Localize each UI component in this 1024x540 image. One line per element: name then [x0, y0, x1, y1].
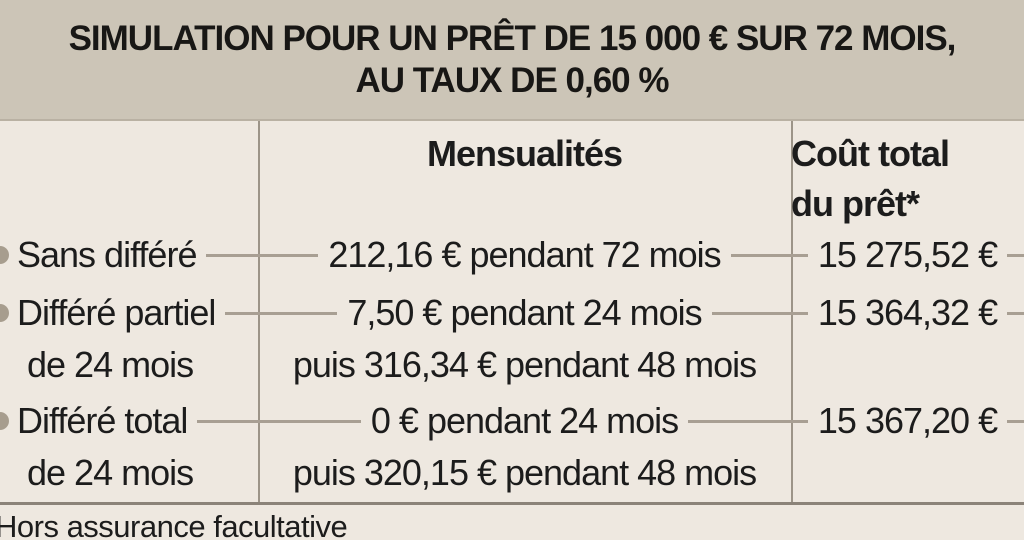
leader-line: [791, 253, 808, 257]
row2-monthly: 7,50 € pendant 24 mois: [347, 292, 702, 333]
row2-total-cell: 15 364,32 €: [791, 287, 1024, 339]
table-row: Différé total 0 € pendant 24 mois 15 367…: [0, 395, 1024, 447]
leader-line: [258, 311, 338, 315]
leader-line: [1007, 419, 1024, 423]
row1-total-cell: 15 275,52 €: [791, 229, 1024, 281]
table-bottom-border: [0, 502, 1024, 505]
leader-line: [1007, 253, 1024, 257]
row3-label-line2: de 24 mois: [27, 452, 194, 493]
leader-line: [711, 311, 791, 315]
row2-total: 15 364,32 €: [817, 292, 998, 333]
footnote: Hors assurance facultative: [0, 509, 348, 540]
row1-monthly: 212,16 € pendant 72 mois: [328, 234, 721, 275]
row3-total: 15 367,20 €: [817, 400, 998, 441]
row3-label-cell: Différé total: [0, 395, 258, 447]
header-empty-cell: [0, 121, 258, 231]
row1-monthly-cell: 212,16 € pendant 72 mois: [258, 229, 792, 281]
leader-line: [730, 253, 792, 257]
leader-line: [791, 311, 808, 315]
row3-monthly-cell: 0 € pendant 24 mois: [258, 395, 792, 447]
leader-line: [206, 253, 258, 257]
row3-monthly: 0 € pendant 24 mois: [370, 400, 679, 441]
row2-label-line2: de 24 mois: [27, 344, 194, 385]
leader-line: [688, 419, 792, 423]
row1-label-cell: Sans différé: [0, 229, 258, 281]
row2-label-cell: Différé partiel: [0, 287, 258, 339]
row-bullet-icon: [0, 304, 9, 322]
leader-line: [1007, 311, 1024, 315]
header-total-label-line1: Coût total: [791, 133, 950, 174]
row2-label2-cell: de 24 mois: [0, 339, 258, 391]
row2-monthly-cell: 7,50 € pendant 24 mois: [258, 287, 791, 339]
table-row: Différé partiel 7,50 € pendant 24 mois 1…: [0, 287, 1024, 339]
table-row-continuation: de 24 mois puis 320,15 € pendant 48 mois: [0, 447, 1024, 499]
row3-label: Différé total: [17, 400, 188, 441]
row3-label2-cell: de 24 mois: [0, 447, 258, 499]
header-total-cell: Coût total du prêt*: [791, 121, 1024, 231]
header-total-label-line2: du prêt*: [791, 182, 920, 224]
row3-monthly2-cell: puis 320,15 € pendant 48 mois: [258, 447, 791, 499]
header-monthly-cell: Mensualités: [258, 121, 791, 231]
row3-total-cell: 15 367,20 €: [791, 395, 1024, 447]
leader-line: [791, 419, 808, 423]
row-bullet-icon: [0, 412, 9, 430]
row1-total: 15 275,52 €: [817, 234, 998, 275]
title-line-1: SIMULATION POUR UN PRÊT DE 15 000 € SUR …: [68, 18, 957, 58]
leader-line: [225, 311, 258, 315]
table-header-row: Mensualités Coût total du prêt*: [0, 121, 1024, 231]
table-row: Sans différé 212,16 € pendant 72 mois 15…: [0, 229, 1024, 281]
row3-total2-cell: [791, 447, 1024, 499]
title-line-2: AU TAUX DE 0,60 %: [355, 60, 670, 100]
title-band: SIMULATION POUR UN PRÊT DE 15 000 € SUR …: [0, 0, 1024, 121]
row-bullet-icon: [0, 246, 9, 264]
leader-line: [258, 253, 319, 257]
row3-monthly-line2: puis 320,15 € pendant 48 mois: [292, 452, 757, 493]
header-monthly-label: Mensualités: [426, 133, 623, 174]
leader-line: [258, 419, 361, 423]
row2-total2-cell: [791, 339, 1024, 391]
row2-label: Différé partiel: [17, 292, 216, 333]
row2-monthly2-cell: puis 316,34 € pendant 48 mois: [258, 339, 791, 391]
leader-line: [197, 419, 258, 423]
row2-monthly-line2: puis 316,34 € pendant 48 mois: [292, 344, 757, 385]
table-row-continuation: de 24 mois puis 316,34 € pendant 48 mois: [0, 339, 1024, 391]
row1-label: Sans différé: [17, 234, 197, 275]
